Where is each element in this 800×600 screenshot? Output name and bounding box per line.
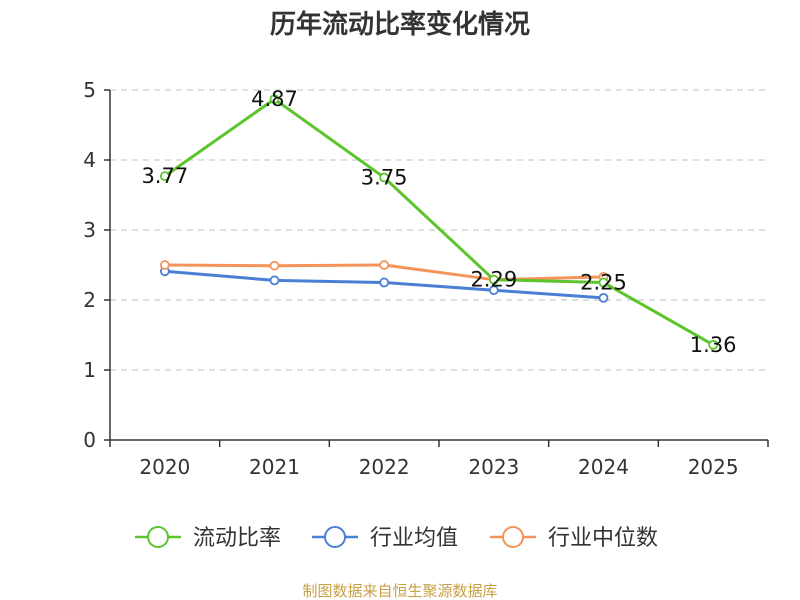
legend-item: 流动比率 [135, 526, 281, 551]
data-point [269, 260, 280, 271]
x-tick-label: 2021 [249, 455, 300, 479]
legend-label: 行业均值 [370, 526, 458, 551]
data-point [379, 260, 390, 270]
data-point [598, 292, 609, 303]
x-tick-label: 2020 [139, 455, 190, 479]
data-point [708, 339, 719, 350]
y-tick-label: 1 [83, 358, 96, 382]
y-tick-label: 4 [83, 148, 96, 172]
legend-marker [502, 526, 524, 548]
data-point [379, 172, 390, 183]
data-label: 2.25 [580, 271, 627, 295]
data-point [269, 275, 280, 286]
data-point [159, 260, 170, 270]
data-label: 2.29 [470, 268, 517, 292]
chart-title: 历年流动比率变化情况 [270, 9, 530, 40]
data-label: 1.36 [690, 333, 737, 357]
legend-marker [147, 526, 169, 548]
data-label: 3.75 [361, 166, 408, 190]
x-tick-label: 2022 [359, 455, 410, 479]
x-tick-label: 2024 [578, 455, 629, 479]
legend-label: 行业中位数 [548, 526, 658, 551]
legend-item: 行业中位数 [490, 526, 658, 551]
y-tick-label: 5 [83, 78, 96, 102]
legend: 流动比率 行业均值 行业中位数 [135, 526, 658, 551]
series-layer [159, 94, 719, 350]
legend-item: 行业均值 [312, 526, 458, 551]
data-label: 3.77 [141, 164, 188, 188]
y-tick-label: 3 [83, 218, 96, 242]
data-point [598, 277, 609, 288]
data-label: 4.87 [251, 87, 298, 111]
series-line-0 [163, 97, 714, 347]
y-tick-label: 0 [83, 428, 96, 452]
x-tick-label: 2023 [468, 455, 519, 479]
y-tick-label: 2 [83, 288, 96, 312]
legend-label: 流动比率 [193, 526, 281, 551]
data-labels: 3.77 4.87 3.75 2.29 2.25 1.36 [141, 87, 736, 357]
axes: 0 1 2 3 4 5 2020 2021 2022 2023 2024 2025 [83, 78, 769, 479]
legend-marker [324, 526, 346, 548]
x-tick-label: 2025 [688, 455, 739, 479]
data-point [379, 277, 390, 288]
source-note: 制图数据来自恒生聚源数据库 [302, 582, 497, 600]
data-point [488, 285, 499, 296]
data-point [269, 94, 280, 104]
data-point [488, 274, 499, 285]
data-point [159, 171, 170, 182]
